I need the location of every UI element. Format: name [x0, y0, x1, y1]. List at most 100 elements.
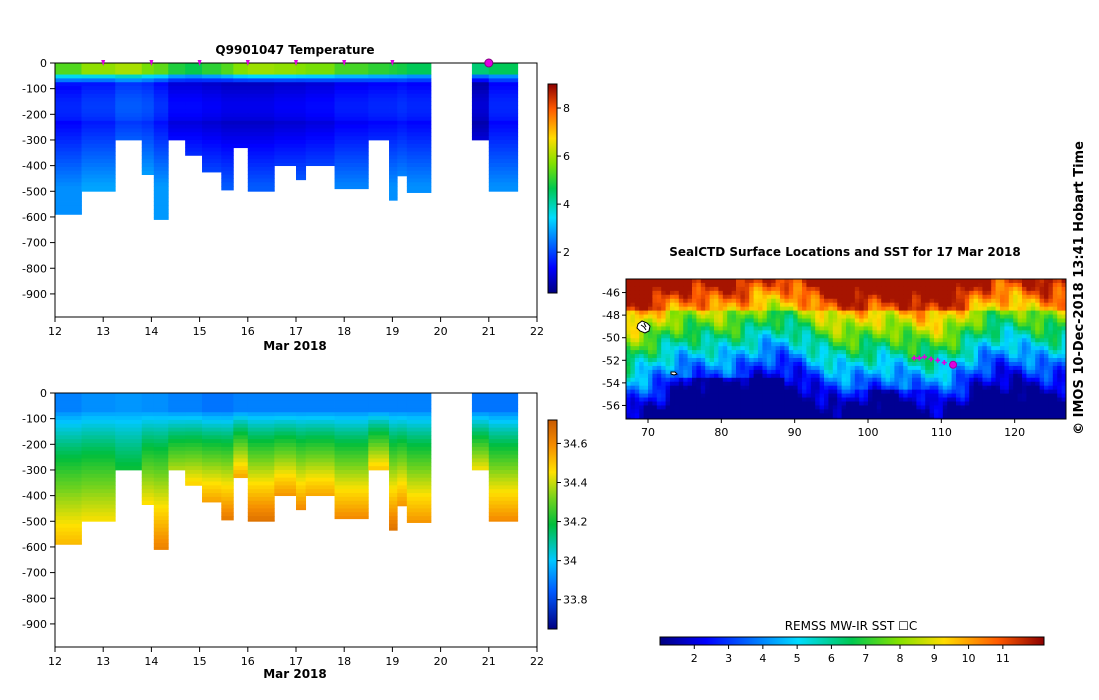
sst-cell [810, 346, 816, 351]
salinity-cell [168, 443, 186, 448]
sst-cell [912, 326, 917, 331]
sst-cell [696, 393, 702, 399]
sst-cell [890, 282, 895, 288]
sst-cell [929, 385, 935, 391]
sst-cell [898, 393, 904, 399]
salinity-cell [247, 469, 275, 475]
sst-cell [705, 393, 711, 399]
sst-cell [648, 365, 653, 371]
sst-cell [780, 385, 785, 391]
sst-cell [876, 322, 882, 327]
sst-cell [771, 279, 777, 284]
sst-cell [920, 306, 926, 312]
salinity-cell [296, 435, 307, 440]
salinity-cell [115, 462, 143, 467]
sst-cell [929, 354, 935, 359]
sst-cell [1039, 373, 1045, 379]
temperature-cell [274, 151, 297, 156]
sst-cell [678, 413, 684, 418]
sst-cell [868, 330, 873, 335]
sst-cell [692, 385, 697, 391]
time-tick-label: 22 [530, 655, 544, 668]
temperature-cell [334, 101, 369, 106]
sst-cell [991, 294, 997, 300]
sst-cell [639, 381, 645, 387]
sst-cell [995, 306, 1001, 312]
sst-cell [626, 413, 631, 418]
sst-cell [815, 350, 821, 355]
sst-cell [868, 381, 873, 387]
salinity-cell [247, 500, 275, 506]
sst-cell [1039, 389, 1045, 395]
sst-cell [920, 361, 926, 367]
sst-cell [1044, 298, 1049, 304]
salinity-cell [368, 412, 390, 417]
sst-cell [758, 389, 763, 395]
sst-cell [850, 397, 856, 402]
temperature-cell [406, 190, 432, 193]
temperature-cell [471, 70, 490, 75]
sst-cell [969, 346, 975, 351]
sst-cell [1017, 354, 1023, 359]
sst-cell [1052, 401, 1058, 406]
temperature-cell [185, 89, 203, 95]
sst-cell [758, 326, 763, 331]
sst-cell [942, 405, 948, 410]
temperature-cell [406, 136, 432, 141]
sst-cell [678, 377, 684, 383]
sst-cell [960, 302, 966, 308]
salinity-cell [397, 496, 408, 502]
sst-cell [648, 373, 653, 379]
colorbar-tick-label: 34.4 [563, 477, 588, 490]
sst-cell [661, 290, 667, 296]
sst-cell [740, 318, 746, 323]
sst-cell [956, 294, 961, 300]
sst-cell [916, 365, 922, 371]
sst-cell [1048, 310, 1054, 316]
sst-cell [810, 290, 816, 296]
sst-cell [687, 413, 693, 418]
temperature-cell [202, 120, 222, 125]
sst-cell [828, 385, 834, 391]
sst-cell [837, 377, 843, 383]
sst-cell [868, 294, 873, 300]
sst-cell [841, 365, 847, 371]
sst-cell [705, 290, 711, 296]
sst-cell [863, 381, 869, 387]
sst-cell [960, 322, 966, 327]
sst-cell [894, 290, 900, 296]
sst-cell [890, 286, 895, 292]
sst-cell [859, 310, 865, 316]
sst-cell [709, 350, 715, 355]
sst-cell [678, 401, 684, 406]
sst-cell [1022, 346, 1027, 351]
sst-cell [1022, 413, 1027, 418]
sst-cell [1026, 397, 1032, 402]
salinity-cell [233, 443, 249, 448]
sst-cell [876, 365, 882, 371]
sst-cell [806, 286, 812, 292]
sst-cell [762, 381, 768, 387]
sst-cell [828, 354, 834, 359]
temperature-cell [55, 124, 82, 129]
sst-cell [850, 350, 856, 355]
sst-cell [991, 377, 997, 383]
temperature-cell [389, 159, 398, 164]
temperature-cell [81, 105, 116, 110]
salinity-cell [406, 469, 432, 475]
sst-cell [951, 405, 957, 410]
salinity-cell [334, 393, 369, 398]
sst-cell [1026, 377, 1032, 383]
sst-cell [876, 350, 882, 355]
sst-cell [846, 338, 851, 343]
sst-cell [802, 322, 807, 327]
sst-cell [727, 338, 733, 343]
sst-cell [806, 298, 812, 304]
sst-cell [828, 365, 834, 371]
sst-cell [837, 306, 843, 312]
sst-cell [700, 389, 706, 395]
sst-cell [665, 282, 671, 288]
sst-cell [665, 361, 671, 367]
temperature-cell [55, 174, 82, 179]
sst-cell [934, 322, 939, 327]
